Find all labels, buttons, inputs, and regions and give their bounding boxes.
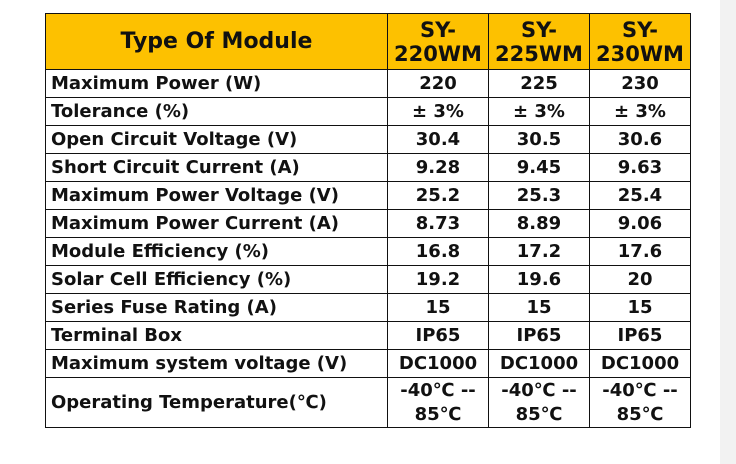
value-cell: 30.4 (387, 125, 489, 154)
value-cell: 30.5 (488, 125, 590, 154)
value-cell: 230 (589, 69, 691, 98)
value-cell: 8.73 (387, 209, 489, 238)
table-row: Maximum system voltage (V) DC1000 DC1000 DC… (45, 349, 691, 378)
value-cell: 25.3 (488, 181, 590, 210)
model-header: SY-230WM (589, 13, 691, 70)
value-cell: 9.63 (589, 153, 691, 182)
value-cell: 25.2 (387, 181, 489, 210)
value-cell: ± 3% (589, 97, 691, 126)
value-cell: 220 (387, 69, 489, 98)
value-cell: 15 (589, 293, 691, 322)
table-row: Tolerance (%) ± 3% ± 3% ± 3% (45, 97, 691, 126)
parameter-cell: Module Efficiency (%) (45, 237, 388, 266)
value-cell: DC1000 (589, 349, 691, 378)
value-cell: 8.89 (488, 209, 590, 238)
value-cell: IP65 (488, 321, 590, 350)
table-row: Series Fuse Rating (A) 15 15 15 (45, 293, 691, 322)
model-header: SY-225WM (488, 13, 590, 70)
parameter-cell: Maximum Power Voltage (V) (45, 181, 388, 210)
value-cell: IP65 (589, 321, 691, 350)
value-cell: 17.2 (488, 237, 590, 266)
model-header: SY-220WM (387, 13, 489, 70)
value-cell: 225 (488, 69, 590, 98)
parameter-cell: Maximum Power Current (A) (45, 209, 388, 238)
value-cell: 17.6 (589, 237, 691, 266)
value-cell: 9.45 (488, 153, 590, 182)
value-cell: 16.8 (387, 237, 489, 266)
value-cell: 15 (387, 293, 489, 322)
parameter-cell: Solar Cell Efficiency (%) (45, 265, 388, 294)
table-row: Maximum Power Voltage (V) 25.2 25.3 25.4 (45, 181, 691, 210)
parameter-cell: Tolerance (%) (45, 97, 388, 126)
module-header: Type Of Module (45, 13, 388, 70)
table-row: Maximum Power (W) 220 225 230 (45, 69, 691, 98)
value-cell: 9.28 (387, 153, 489, 182)
value-cell: 19.2 (387, 265, 489, 294)
parameter-cell: Open Circuit Voltage (V) (45, 125, 388, 154)
table-row: Maximum Power Current (A) 8.73 8.89 9.06 (45, 209, 691, 238)
header-row: Type Of Module SY-220WM SY-225WM SY-230WM (45, 13, 691, 70)
value-cell: DC1000 (488, 349, 590, 378)
table-row: Short Circuit Current (A) 9.28 9.45 9.63 (45, 153, 691, 182)
table-row: Solar Cell Efficiency (%) 19.2 19.6 20 (45, 265, 691, 294)
spec-table: Type Of Module SY-220WM SY-225WM SY-230WM M… (45, 13, 691, 428)
value-cell: 25.4 (589, 181, 691, 210)
value-cell: 19.6 (488, 265, 590, 294)
parameter-cell: Terminal Box (45, 321, 388, 350)
value-cell: 9.06 (589, 209, 691, 238)
parameter-cell: Short Circuit Current (A) (45, 153, 388, 182)
value-cell: -40℃ -- 85℃ (488, 377, 590, 428)
value-cell: 30.6 (589, 125, 691, 154)
parameter-cell: Operating Temperature(℃) (45, 377, 388, 428)
value-cell: ± 3% (488, 97, 590, 126)
value-cell: ± 3% (387, 97, 489, 126)
table-row: Operating Temperature(℃) -40℃ -- 85℃ -40℃ … (45, 377, 691, 428)
table-body: Maximum Power (W) 220 225 230 Tolerance (%) ±… (45, 69, 691, 428)
table-row: Module Efficiency (%) 16.8 17.2 17.6 (45, 237, 691, 266)
value-cell: IP65 (387, 321, 489, 350)
parameter-cell: Maximum Power (W) (45, 69, 388, 98)
value-cell: -40℃ -- 85℃ (589, 377, 691, 428)
value-cell: DC1000 (387, 349, 489, 378)
parameter-cell: Maximum system voltage (V) (45, 349, 388, 378)
edge-strip (720, 0, 736, 464)
table-row: Terminal Box IP65 IP65 IP65 (45, 321, 691, 350)
value-cell: 20 (589, 265, 691, 294)
table-row: Open Circuit Voltage (V) 30.4 30.5 30.6 (45, 125, 691, 154)
parameter-cell: Series Fuse Rating (A) (45, 293, 388, 322)
value-cell: -40℃ -- 85℃ (387, 377, 489, 428)
value-cell: 15 (488, 293, 590, 322)
